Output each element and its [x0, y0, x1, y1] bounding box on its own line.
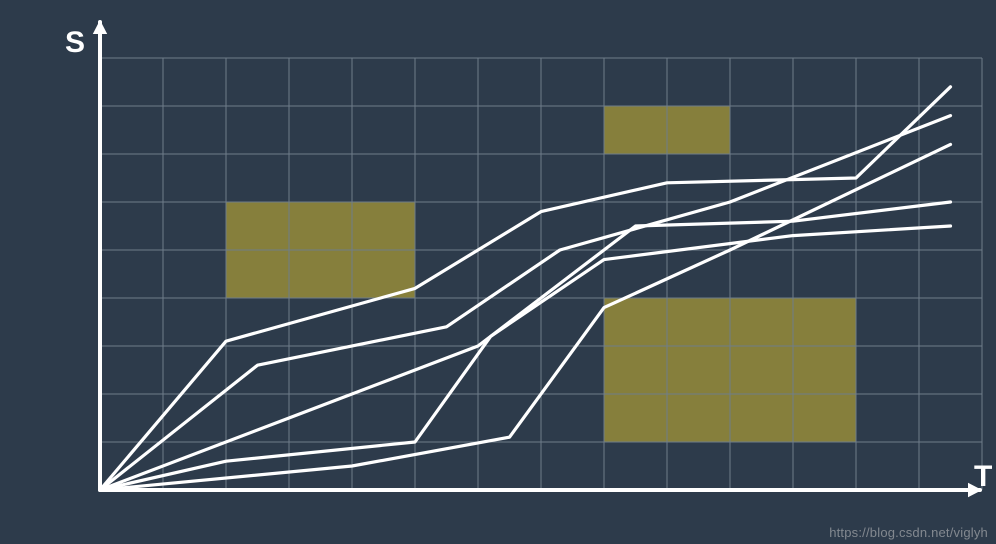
chart-svg: ST: [0, 0, 996, 544]
x-axis-label: T: [974, 460, 992, 493]
chart-background: [0, 0, 996, 544]
chart-container: ST https://blog.csdn.net/viglyh: [0, 0, 996, 544]
y-axis-label: S: [65, 26, 85, 59]
watermark-text: https://blog.csdn.net/viglyh: [829, 525, 988, 540]
